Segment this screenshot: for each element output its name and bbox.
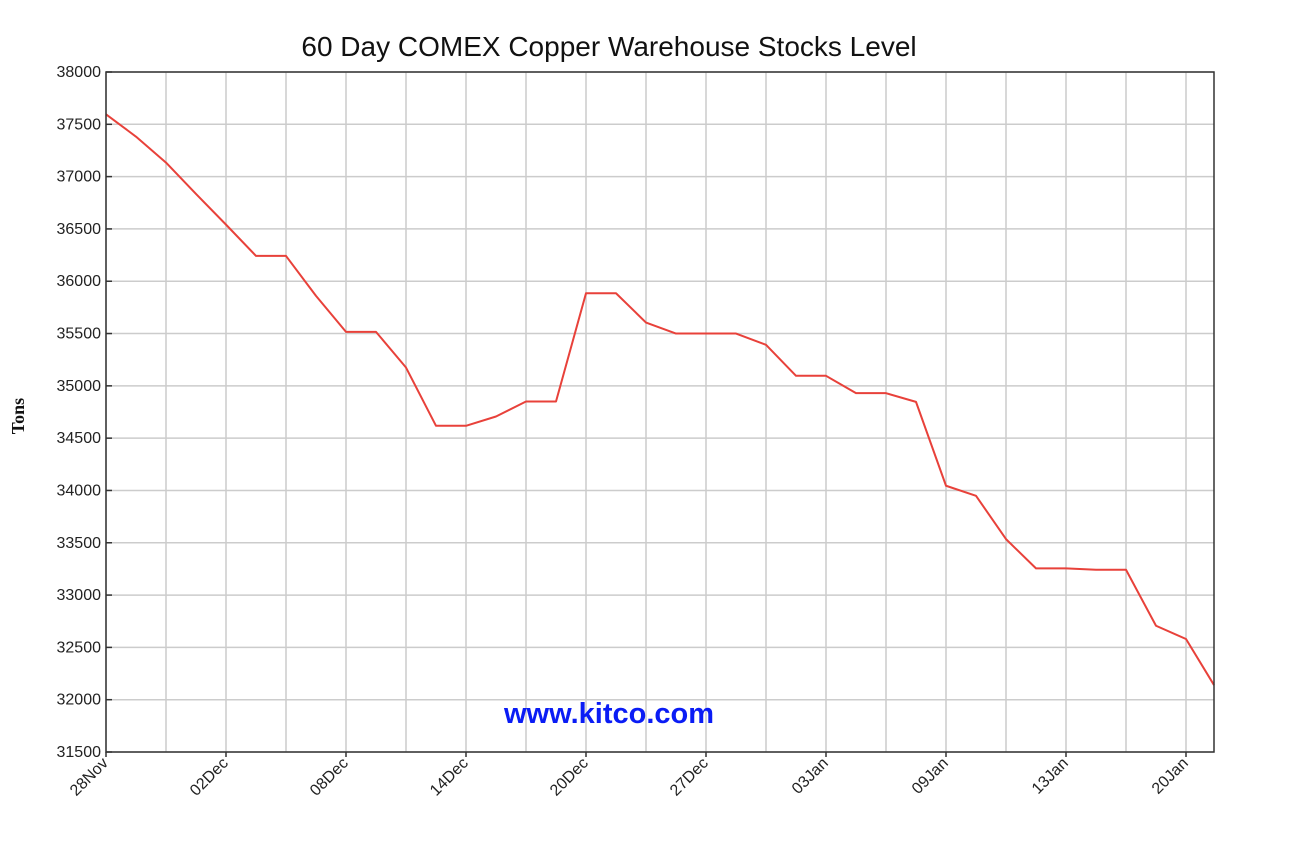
x-tick-label: 27Dec [667,755,712,800]
x-tick-label: 13Jan [1029,755,1072,798]
x-tick-label: 09Jan [909,755,952,798]
y-tick-label: 36000 [57,273,102,290]
y-axis-label: Tons [8,398,28,434]
y-tick-label: 33500 [57,535,102,552]
series-line [105,113,1215,686]
y-tick-label: 35000 [57,378,102,395]
chart-title: 60 Day COMEX Copper Warehouse Stocks Lev… [301,31,916,62]
watermark: www.kitco.com [503,698,714,730]
x-tick-label: 08Dec [307,755,352,800]
y-tick-label: 37000 [57,169,102,186]
y-tick-label: 33000 [57,587,102,604]
x-tick-label: 03Jan [789,755,832,798]
y-tick-label: 36500 [57,221,102,238]
y-tick-label: 35500 [57,326,102,343]
y-tick-label: 34500 [57,430,102,447]
plot-frame [105,71,1215,753]
grid [105,71,1214,753]
y-tick-label: 32500 [57,639,102,656]
x-tick-label: 28Nov [67,755,112,800]
x-tick-label: 02Dec [187,755,232,800]
y-tick-label: 31500 [57,744,102,761]
x-ticks: 28Nov 02Dec 08Dec 14Dec 20Dec 27Dec 03Jan 09Jan… [67,752,1192,800]
y-tick-label: 38000 [57,64,102,81]
x-tick-label: 20Jan [1149,755,1192,798]
series-layer [105,113,1215,686]
y-ticks: 31500 32000 32500 33000 33500 34000 34500 35000… [57,64,112,761]
y-tick-label: 37500 [57,116,102,133]
y-tick-label: 34000 [57,482,102,499]
y-tick-label: 32000 [57,692,102,709]
x-tick-label: 14Dec [427,755,472,800]
x-tick-label: 20Dec [547,755,592,800]
